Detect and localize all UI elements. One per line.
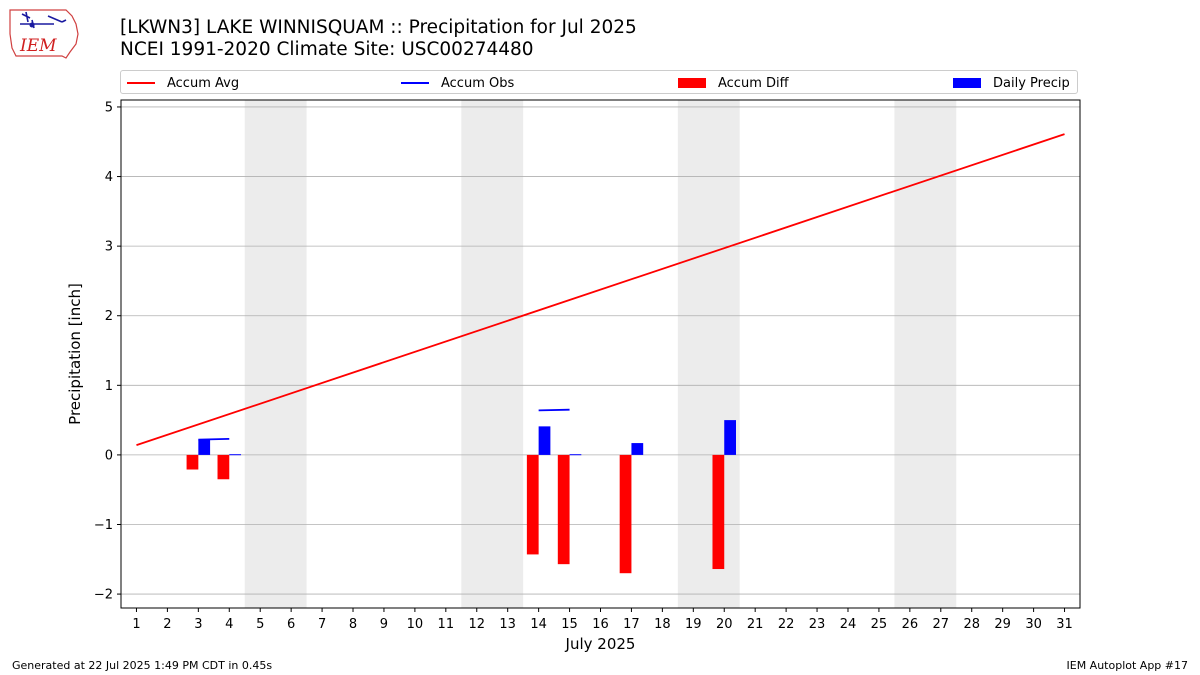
- chart-title: [LKWN3] LAKE WINNISQUAM :: Precipitation…: [120, 17, 637, 61]
- legend-swatch-accum-diff: [678, 78, 706, 88]
- x-tick-label: 16: [592, 617, 609, 632]
- accum-diff-bar: [526, 454, 539, 555]
- legend-label-accum-avg: Accum Avg: [167, 75, 240, 91]
- daily-precip-bar: [631, 443, 644, 455]
- daily-precip-bar: [229, 454, 242, 456]
- x-tick-label: 23: [809, 617, 826, 632]
- x-tick-label: 1: [132, 617, 140, 632]
- accum-diff-bar: [186, 454, 199, 470]
- title-line-1: [LKWN3] LAKE WINNISQUAM :: Precipitation…: [120, 17, 637, 38]
- x-tick-label: 9: [380, 617, 388, 632]
- daily-precip-bar: [569, 454, 582, 456]
- daily-precip-bar: [724, 420, 736, 455]
- x-tick-label: 29: [994, 617, 1011, 632]
- y-tick-label: 1: [105, 379, 113, 394]
- y-tick-label: 0: [105, 448, 113, 463]
- accum-obs-line: [198, 437, 230, 441]
- x-tick-label: 27: [933, 617, 950, 632]
- x-tick-label: 20: [716, 617, 733, 632]
- x-tick-label: 12: [468, 617, 485, 632]
- x-tick-label: 28: [963, 617, 980, 632]
- daily-precip-bar: [198, 439, 211, 455]
- legend-item-daily-precip: Daily Precip: [953, 75, 1070, 91]
- x-tick-label: 5: [256, 617, 264, 632]
- y-tick-label: 4: [105, 170, 113, 185]
- x-tick-label: 13: [499, 617, 516, 632]
- accum-diff-bar: [557, 454, 570, 565]
- legend-swatch-daily-precip: [953, 78, 981, 88]
- x-tick-label: 8: [349, 617, 357, 632]
- x-tick-label: 18: [654, 617, 671, 632]
- y-tick-label: 5: [105, 100, 113, 115]
- footer-generated: Generated at 22 Jul 2025 1:49 PM CDT in …: [12, 659, 273, 672]
- legend: Accum Avg Accum Obs Accum Diff Daily Pre…: [120, 70, 1078, 94]
- x-tick-label: 25: [871, 617, 888, 632]
- legend-item-accum-avg: Accum Avg: [127, 75, 239, 91]
- daily-precip-bar: [538, 426, 551, 455]
- iem-logo: IEM: [9, 9, 79, 59]
- footer-app: IEM Autoplot App #17: [1066, 659, 1189, 672]
- accum-diff-bar: [217, 454, 230, 480]
- x-axis-label: July 2025: [565, 635, 636, 653]
- x-tick-label: 15: [561, 617, 578, 632]
- x-tick-label: 6: [287, 617, 295, 632]
- accum-diff-bar: [619, 454, 632, 574]
- x-tick-label: 31: [1056, 617, 1073, 632]
- legend-item-accum-obs: Accum Obs: [401, 75, 514, 91]
- x-tick-label: 2: [163, 617, 171, 632]
- weekend-band: [461, 100, 524, 608]
- x-tick-label: 11: [438, 617, 455, 632]
- x-tick-label: 14: [530, 617, 547, 632]
- x-tick-label: 7: [318, 617, 326, 632]
- accum-diff-bar: [712, 454, 725, 570]
- weekend-band: [244, 100, 307, 608]
- iowa-outline-icon: [9, 9, 79, 59]
- x-tick-label: 21: [747, 617, 764, 632]
- x-tick-label: 10: [407, 617, 424, 632]
- x-tick-label: 19: [685, 617, 702, 632]
- y-tick-label: 3: [105, 240, 113, 255]
- x-tick-label: 4: [225, 617, 233, 632]
- weekend-band: [677, 100, 740, 608]
- y-axis-label: Precipitation [inch]: [66, 283, 84, 425]
- logo-text: IEM: [19, 36, 57, 56]
- x-tick-label: 3: [194, 617, 202, 632]
- title-line-2: NCEI 1991-2020 Climate Site: USC00274480: [120, 39, 534, 60]
- legend-swatch-accum-avg: [127, 82, 155, 84]
- y-tick-label: −2: [94, 588, 113, 603]
- accum-avg-line: [136, 133, 1065, 447]
- weekend-band: [894, 100, 957, 608]
- legend-label-daily-precip: Daily Precip: [993, 75, 1070, 91]
- x-tick-label: 17: [623, 617, 640, 632]
- x-tick-label: 30: [1025, 617, 1042, 632]
- x-tick-label: 24: [840, 617, 857, 632]
- x-tick-label: 26: [902, 617, 919, 632]
- legend-label-accum-diff: Accum Diff: [718, 75, 789, 91]
- x-tick-label: 22: [778, 617, 795, 632]
- y-tick-label: −1: [94, 518, 113, 533]
- legend-swatch-accum-obs: [401, 82, 429, 84]
- accum-obs-line: [538, 408, 570, 412]
- legend-item-accum-diff: Accum Diff: [678, 75, 789, 91]
- y-tick-label: 2: [105, 309, 113, 324]
- legend-label-accum-obs: Accum Obs: [441, 75, 515, 91]
